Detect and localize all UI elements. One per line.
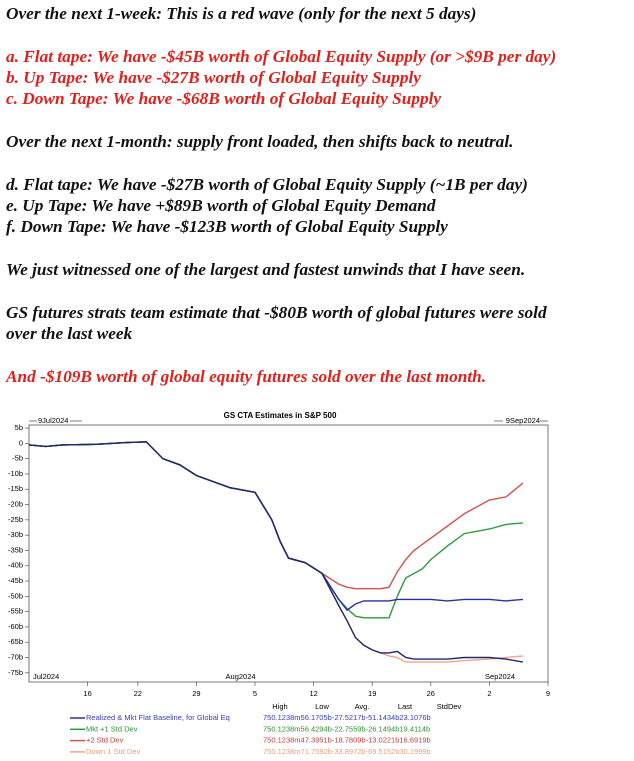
range-end-label: 9Sep2024 (506, 416, 540, 425)
text-line: We just witnessed one of the largest and… (6, 260, 526, 279)
stat-value: -27.5217b (332, 713, 366, 722)
legend-stats: 750.1238m71.7592b-33.8972b-69.5152b30.19… (263, 747, 431, 756)
stat-value: 750.1238m (263, 724, 301, 733)
y-tick-label: -60b (8, 622, 23, 631)
x-tick-label: 19 (368, 689, 376, 698)
series-line (28, 441, 523, 663)
text-line: And -$109B worth of global equity future… (6, 367, 487, 386)
stat-value: 19.4114b (399, 724, 430, 733)
text-line: b. Up Tape: We have -$27B worth of Globa… (6, 68, 421, 87)
stat-value: 56.1705b (301, 713, 332, 722)
text-line: c. Down Tape: We have -$68B worth of Glo… (6, 89, 442, 108)
month-label: Jul2024 (33, 672, 59, 681)
stat-value: 750.1238m (263, 736, 301, 745)
stat-value: 23.1076b (399, 713, 430, 722)
paragraph: And -$109B worth of global equity future… (6, 366, 556, 387)
y-tick-label: -35b (8, 545, 23, 554)
y-tick-label: -30b (8, 530, 23, 539)
legend-stats: 750.1238m56.1705b-27.5217b-51.1434b23.10… (263, 713, 431, 722)
stat-value: -51.1434b (366, 713, 400, 722)
text-line: Over the next 1-week: This is a red wave… (6, 4, 477, 23)
y-tick-label: -50b (8, 591, 23, 600)
x-tick-label: 9 (546, 689, 550, 698)
stat-value: 30.1999b (399, 747, 430, 756)
text-line: d. Flat tape: We have -$27B worth of Glo… (6, 175, 528, 194)
x-tick-label: 22 (134, 689, 142, 698)
stats-header: High (272, 702, 287, 711)
plot-frame (28, 424, 549, 683)
stat-value: 16.6919b (399, 736, 430, 745)
x-tick-label: 26 (427, 689, 435, 698)
range-start-label: 9Jul2024 (38, 416, 68, 425)
stat-value: -18.7809b (332, 736, 366, 745)
y-tick-label: -70b (8, 653, 23, 662)
stats-header: Last (398, 702, 413, 711)
stat-value: 56.4294b (301, 724, 332, 733)
text-line: GS futures strats team estimate that -$8… (6, 303, 547, 322)
y-tick-label: 5b (15, 423, 23, 432)
stats-header: StdDev (437, 702, 462, 711)
chart: GS CTA Estimates in S&P 500 9Jul2024 9Sep… (8, 411, 550, 756)
x-tick-label: 12 (309, 689, 317, 698)
y-tick-label: 0 (19, 438, 23, 447)
y-tick-label: -75b (8, 668, 23, 677)
y-tick-label: -45b (8, 576, 23, 585)
paragraph: d. Flat tape: We have -$27B worth of Glo… (6, 174, 556, 237)
y-tick-label: -55b (8, 607, 23, 616)
text-line: over the last week (6, 324, 133, 343)
paragraph: Over the next 1-week: This is a red wave… (6, 3, 556, 24)
x-tick-label: 29 (192, 689, 200, 698)
series-line (28, 441, 523, 612)
month-label: Aug2024 (226, 672, 256, 681)
stat-value: -22.7559b (332, 724, 366, 733)
stat-value: 750.1238m (263, 713, 301, 722)
chart-title: GS CTA Estimates in S&P 500 (224, 411, 337, 420)
y-tick-label: -5b (12, 454, 23, 463)
stats-header: Low (315, 702, 329, 711)
y-tick-label: -10b (8, 469, 23, 478)
text-line: Over the next 1-month: supply front load… (6, 132, 514, 151)
legend-stats: 750.1238m56.4294b-22.7559b-26.1494b19.41… (263, 724, 430, 733)
stats-header: Avg. (355, 702, 370, 711)
document-text: Over the next 1-week: This is a red wave… (6, 3, 556, 409)
legend-stats: 750.1238m47.3951b-18.7809b-13.0221b16.69… (263, 736, 431, 745)
legend-label: Realized & Mkt Flat Baseline, for Global… (86, 713, 230, 722)
paragraph: a. Flat tape: We have -$45B worth of Glo… (6, 46, 556, 109)
text-line: f. Down Tape: We have -$123B worth of Gl… (6, 217, 448, 236)
stat-value: 750.1238m (263, 747, 301, 756)
y-tick-label: -20b (8, 500, 23, 509)
paragraph: We just witnessed one of the largest and… (6, 259, 556, 280)
stat-value: -69.5152b (366, 747, 400, 756)
stat-value: -33.8972b (332, 747, 366, 756)
y-tick-label: -25b (8, 515, 23, 524)
series-line (28, 441, 524, 663)
series-line (28, 441, 524, 590)
x-tick-label: 2 (487, 689, 491, 698)
x-tick-label: 16 (83, 689, 91, 698)
text-line: a. Flat tape: We have -$45B worth of Glo… (6, 47, 557, 66)
stat-value: 47.3951b (301, 736, 332, 745)
y-tick-label: -15b (8, 484, 23, 493)
legend-label: +2 Std Dev (86, 736, 124, 745)
y-tick-label: -65b (8, 637, 23, 646)
stat-value: -13.0221b (366, 736, 400, 745)
x-tick-label: 5 (253, 689, 257, 698)
y-tick-label: -40b (8, 561, 23, 570)
legend-label: Down 1 Std Dev (86, 747, 140, 756)
month-label: Sep2024 (485, 672, 515, 681)
paragraph: Over the next 1-month: supply front load… (6, 131, 556, 152)
stat-value: 71.7592b (301, 747, 332, 756)
paragraph: GS futures strats team estimate that -$8… (6, 302, 556, 344)
legend-label: Mkt +1 Std Dev (86, 724, 138, 733)
text-line: e. Up Tape: We have +$89B worth of Globa… (6, 196, 436, 215)
stat-value: -26.1494b (366, 724, 400, 733)
